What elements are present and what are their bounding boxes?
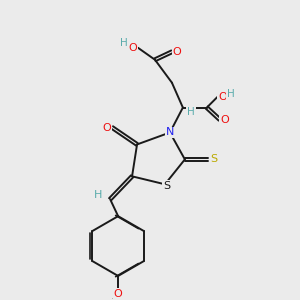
Text: H: H bbox=[120, 38, 128, 48]
Text: S: S bbox=[210, 154, 217, 164]
Text: H: H bbox=[227, 88, 235, 99]
Text: O: O bbox=[129, 43, 137, 53]
Text: S: S bbox=[164, 181, 170, 191]
Text: O: O bbox=[220, 115, 229, 124]
Text: O: O bbox=[114, 289, 122, 299]
Text: H: H bbox=[187, 106, 195, 117]
Text: O: O bbox=[172, 47, 181, 57]
Text: O: O bbox=[103, 122, 112, 133]
Text: N: N bbox=[166, 128, 174, 137]
Text: H: H bbox=[94, 190, 102, 200]
Text: O: O bbox=[218, 92, 227, 102]
